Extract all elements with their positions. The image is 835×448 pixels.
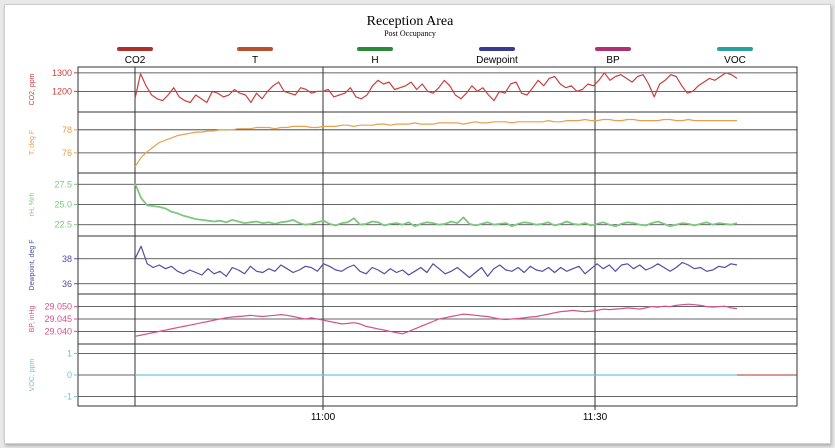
x-tick-label: 11:00 (311, 412, 336, 423)
y-tick-label: 78 (62, 125, 72, 135)
legend-item-voc: VOC (717, 47, 753, 66)
series-line-dew (134, 245, 738, 279)
series-line-co2 (134, 72, 738, 104)
legend-item-co2: CO2 (117, 47, 153, 66)
legend: CO2 T H Dewpoint BP VOC (117, 47, 753, 66)
y-tick-label: 29.045 (44, 314, 72, 324)
chart-subtitle: Post Occupancy (384, 29, 436, 38)
legend-item-dewpoint: Dewpoint (476, 47, 518, 66)
y-tick-label: 36 (62, 279, 72, 289)
legend-label: H (371, 55, 378, 66)
y-tick-label: 76 (62, 148, 72, 158)
legend-item-bp: BP (595, 47, 631, 66)
x-axis: 11:00 11:30 (311, 406, 608, 423)
series-line-t (134, 118, 737, 168)
series-line-bp (134, 303, 738, 337)
legend-label: Dewpoint (476, 55, 518, 66)
y-axis-label: T, deg F (29, 130, 36, 155)
y-axis-label: VOC, ppm (29, 358, 36, 391)
y-tick-label: 0 (67, 370, 72, 380)
grid (77, 66, 798, 407)
x-tick-label: 11:30 (583, 412, 608, 423)
panel-bp: 29.050 29.045 29.040 BP, inHg (29, 302, 797, 337)
series-line-h (134, 183, 738, 228)
y-axis-label: rH, %rh (29, 193, 36, 217)
y-tick-label: 27.5 (54, 179, 72, 189)
panel-voc: 1 0 -1 VOC, ppm (29, 348, 797, 402)
y-tick-label: 29.040 (44, 326, 72, 336)
legend-label: BP (606, 55, 620, 66)
legend-label: T (252, 55, 258, 66)
legend-label: VOC (724, 55, 746, 66)
y-tick-label: 1300 (52, 68, 72, 78)
y-tick-label: 22.5 (54, 220, 72, 230)
y-tick-label: 38 (62, 254, 72, 264)
panel-dew: 38 36 Dewpoint, deg F (29, 240, 797, 291)
panel-t: 78 76 T, deg F (29, 118, 797, 168)
y-tick-label: 25.0 (54, 200, 72, 210)
panel-h: 27.5 25.0 22.5 rH, %rh (29, 179, 797, 230)
y-axis-label: BP, inHg (29, 306, 36, 333)
panel-co2: 1300 1200 CO2, ppm (29, 68, 797, 105)
y-tick-label: -1 (64, 392, 72, 402)
y-axis-label: Dewpoint, deg F (29, 240, 36, 291)
legend-label: CO2 (125, 55, 146, 66)
y-tick-label: 1 (67, 348, 72, 358)
legend-item-t: T (237, 47, 273, 66)
legend-item-h: H (357, 47, 393, 66)
y-tick-label: 1200 (52, 86, 72, 96)
chart-title: Reception Area (367, 14, 454, 29)
panels: 1300 1200 CO2, ppm 78 76 T, deg F 27.5 25.0 22.5… (29, 68, 797, 402)
y-axis-label: CO2, ppm (29, 73, 36, 105)
y-tick-label: 29.050 (44, 302, 72, 312)
